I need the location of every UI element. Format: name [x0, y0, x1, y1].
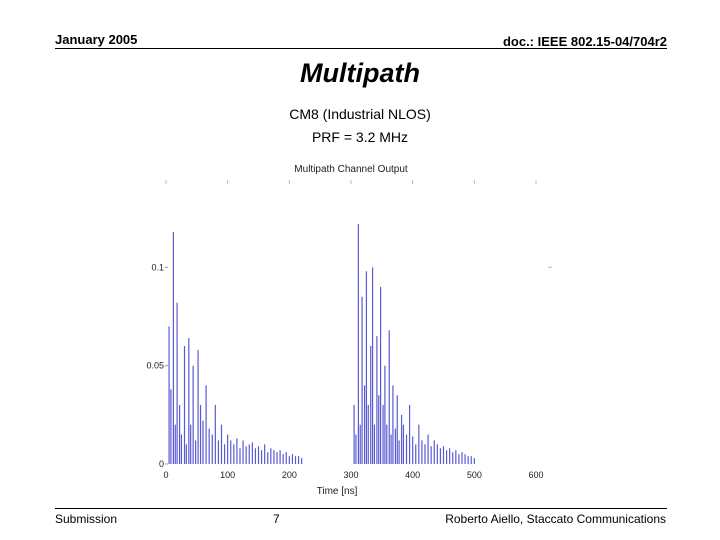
- y-tick-label: 0.05: [146, 361, 164, 371]
- footer-submission: Submission: [55, 512, 118, 526]
- x-tick-label: 100: [220, 470, 235, 480]
- x-axis-label: Time [ns]: [317, 486, 358, 497]
- x-tick-label: 0: [163, 470, 168, 480]
- slide-title: Multipath: [300, 58, 420, 88]
- slide-subtitle-line2: PRF = 3.2 MHz: [311, 129, 409, 145]
- x-tick-label: 500: [467, 470, 482, 480]
- header-date: January 2005: [55, 32, 138, 47]
- footer-divider: [55, 508, 667, 509]
- x-tick-label: 200: [282, 470, 297, 480]
- y-tick-label: 0: [159, 459, 164, 469]
- multipath-chart: Multipath Channel Output 0 0.05 0.1 0 100 200 3…: [146, 164, 552, 497]
- chart-title: Multipath Channel Output: [294, 164, 408, 175]
- header-divider: [55, 48, 667, 49]
- x-tick-label: 600: [528, 470, 543, 480]
- footer-page-number: 7: [273, 512, 280, 526]
- slide-subtitle-line1: CM8 (Industrial NLOS): [289, 106, 431, 122]
- x-tick-label: 300: [343, 470, 358, 480]
- x-tick-label: 400: [405, 470, 420, 480]
- y-tick-label: 0.1: [151, 262, 164, 272]
- footer-author: Roberto Aiello, Staccato Communications: [445, 512, 666, 526]
- header-doc-id: doc.: IEEE 802.15-04/704r2: [502, 34, 667, 49]
